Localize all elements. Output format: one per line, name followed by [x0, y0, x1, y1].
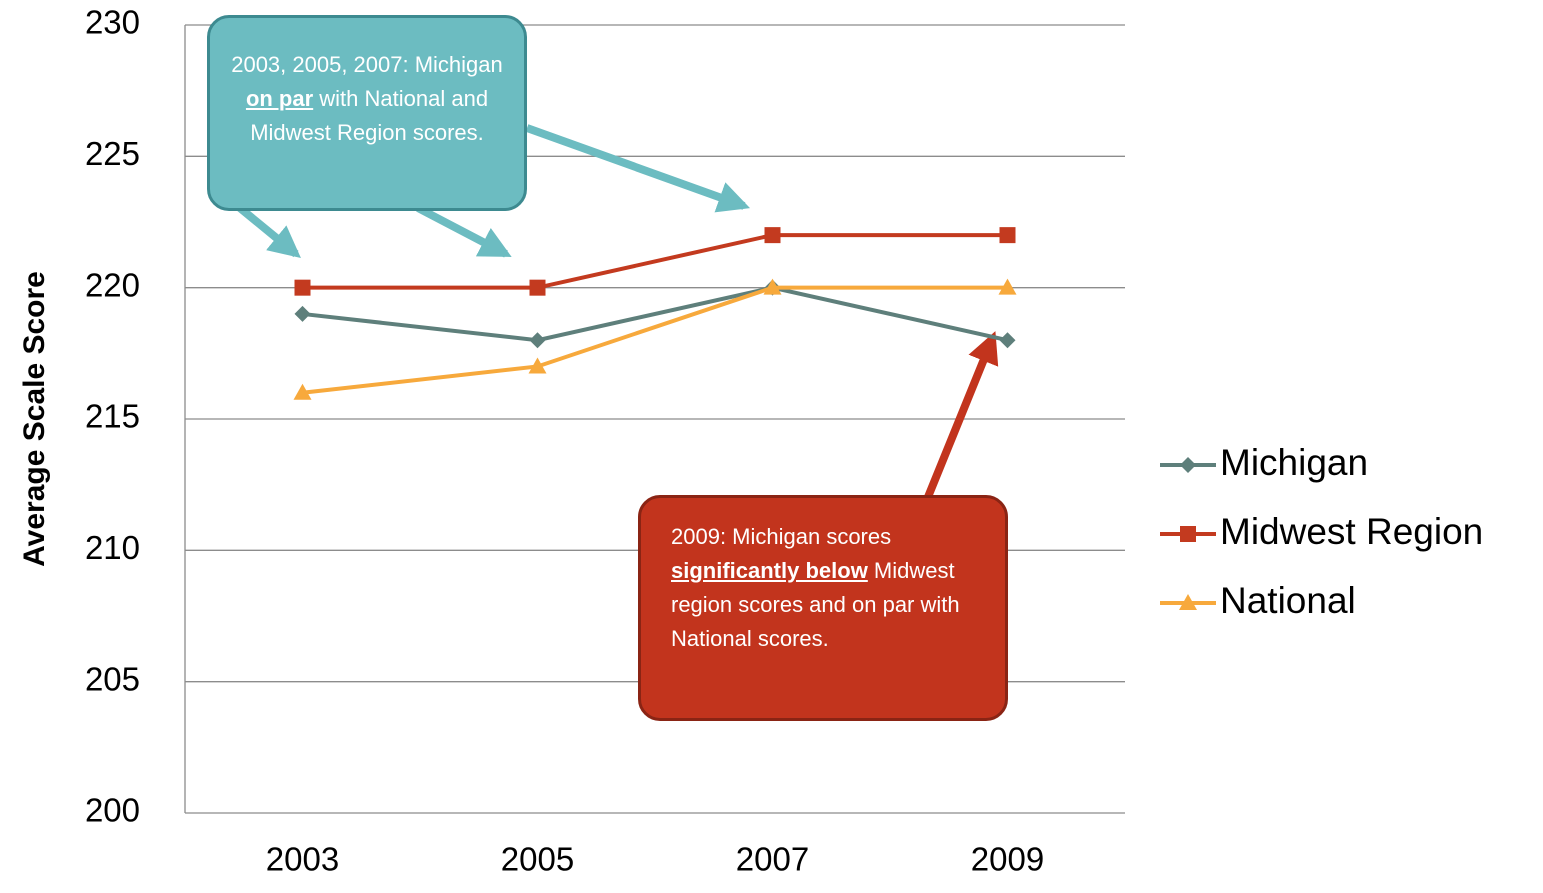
- arrow: [924, 331, 999, 499]
- y-tick-label: 200: [85, 792, 140, 829]
- annotation-text: 2003, 2005, 2007: Michigan: [231, 52, 503, 77]
- series: [294, 227, 1016, 296]
- annotation-arrows: [237, 124, 999, 499]
- annotation: 2009: Michigan scores significantly belo…: [638, 495, 1008, 721]
- y-tick-label: 225: [85, 135, 140, 172]
- marker-square: [1180, 526, 1196, 542]
- marker-triangle: [1179, 594, 1197, 610]
- y-tick-label: 230: [85, 4, 140, 41]
- series-line: [302, 285, 1008, 395]
- annotation-emphasis: on par: [245, 86, 314, 111]
- series: [294, 279, 1016, 349]
- series-line: [302, 233, 1008, 290]
- marker-triangle: [528, 357, 547, 374]
- x-tick-label: 2003: [266, 841, 339, 878]
- arrow: [416, 204, 512, 258]
- annotation-text: Midwest region scores and on par with Na…: [671, 558, 960, 651]
- annotation: 2003, 2005, 2007: Michigan on par with N…: [207, 15, 527, 211]
- annotation-text: 2009: Michigan scores: [671, 524, 892, 549]
- marker-square: [529, 279, 546, 296]
- x-tick-label: 2005: [501, 841, 574, 878]
- y-tick-label: 210: [85, 529, 140, 566]
- marker-diamond: [529, 332, 546, 349]
- marker-triangle: [763, 278, 782, 295]
- marker-square: [294, 279, 311, 296]
- marker-square: [999, 227, 1016, 244]
- marker-diamond: [1180, 457, 1196, 473]
- y-tick-label: 215: [85, 398, 140, 435]
- arrow: [237, 204, 301, 259]
- y-tick-label: 220: [85, 266, 140, 303]
- arrow: [525, 124, 751, 213]
- series-line: [302, 285, 1008, 343]
- legend-label: Midwest Region: [1220, 511, 1483, 552]
- series: [293, 278, 1017, 400]
- legend-label: National: [1220, 580, 1356, 621]
- marker-triangle: [293, 383, 312, 400]
- x-tick-label: 2009: [971, 841, 1044, 878]
- y-tick-label: 205: [85, 660, 140, 697]
- marker-triangle: [998, 278, 1017, 295]
- marker-diamond: [294, 305, 311, 322]
- y-axis-label: Average Scale Score: [18, 271, 51, 567]
- x-tick-label: 2007: [736, 841, 809, 878]
- annotation-text: with National and Midwest Region scores.: [250, 86, 489, 145]
- marker-diamond: [999, 332, 1016, 349]
- marker-square: [764, 227, 781, 244]
- legend-label: Michigan: [1220, 442, 1368, 483]
- annotation-emphasis: significantly below: [671, 558, 868, 583]
